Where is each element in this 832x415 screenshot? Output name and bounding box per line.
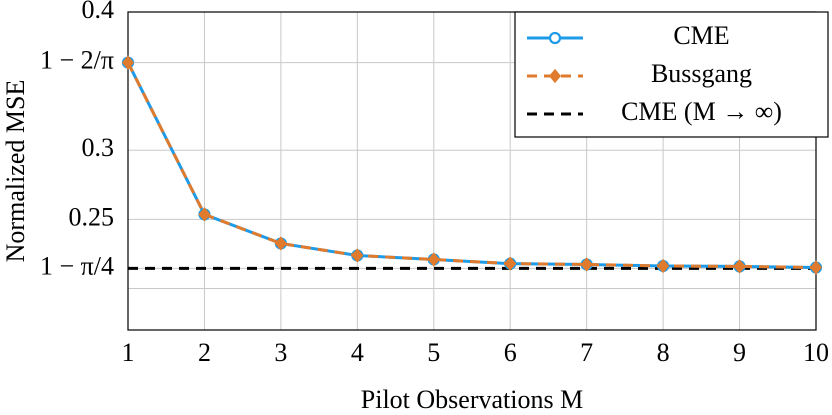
x-tick-label: 8 [657,338,670,367]
y-tick-label: 0.3 [82,133,115,162]
plot-frame [127,11,817,331]
x-tick-label: 9 [733,338,746,367]
x-tick-label: 5 [427,338,440,367]
series-line [126,61,817,270]
x-tick-label: 1 [122,338,135,367]
x-tick-label: 6 [504,338,517,367]
x-tick-label: 10 [803,338,829,367]
x-tick-label: 7 [580,338,593,367]
data-point [198,207,211,222]
y-tick-label: 1 − π/4 [40,251,114,280]
data-point [733,259,746,274]
data-point [580,257,593,272]
data-point [122,55,134,70]
legend-label: Bussgang [651,59,752,88]
x-tick-label: 4 [351,338,364,367]
y-tick-label: 1 − 2/π [40,46,114,75]
legend-marker [548,31,562,45]
data-point [274,236,287,251]
y-tick-label: 0.4 [82,0,115,24]
y-tick-label: 0.25 [69,202,115,231]
data-point [504,256,517,271]
y-axis-label: Normalized MSE [1,80,30,263]
data-point [657,258,670,274]
x-axis-label: Pilot Observations M [361,385,583,414]
data-point [810,260,822,275]
data-point [351,248,364,263]
x-tick-label: 2 [198,338,211,367]
x-tick-label: 3 [274,338,287,367]
legend-label: CME (M → ∞) [621,97,782,126]
legend-label: CME [673,21,729,50]
data-point [427,252,440,267]
legend-marker [549,68,561,84]
